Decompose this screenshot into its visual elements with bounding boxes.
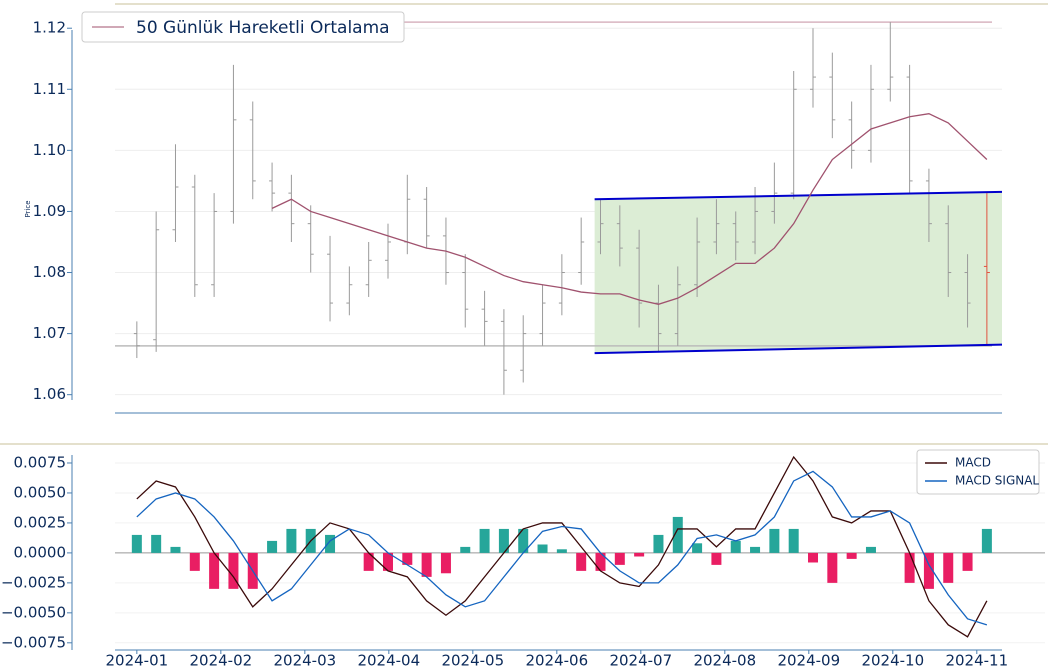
histogram-bar: [228, 552, 239, 589]
x-tick-label: 2024-04: [357, 652, 420, 670]
histogram-bar: [286, 528, 297, 553]
x-tick-label: 2024-05: [441, 652, 504, 670]
y-tick-label: 1.10: [33, 141, 66, 159]
legend-box: [916, 449, 1040, 495]
legend-box: [81, 11, 405, 43]
histogram-bar: [537, 544, 548, 553]
histogram-bar: [711, 552, 722, 565]
histogram-bar: [962, 552, 973, 571]
histogram-bar: [209, 552, 220, 589]
legend-label: MACD: [955, 456, 991, 470]
series-line: [136, 455, 988, 638]
y-tick-label: 0.0075: [14, 453, 67, 471]
histogram-bar: [981, 528, 992, 553]
y-tick-label: −0.0075: [1, 633, 66, 651]
histogram-bar: [653, 534, 664, 553]
histogram-bar: [614, 552, 625, 565]
channel-area: [594, 191, 1002, 354]
histogram-bar: [634, 552, 645, 557]
histogram-bar: [846, 552, 857, 559]
histogram-bar: [151, 534, 162, 553]
histogram-bar: [498, 528, 509, 553]
x-tick-label: 2024-09: [777, 652, 840, 670]
y-tick-label: −0.0050: [1, 603, 66, 621]
histogram-bar: [421, 552, 432, 577]
legend-label: MACD SIGNAL: [955, 474, 1039, 488]
histogram-bar: [808, 552, 819, 563]
histogram-bar: [769, 528, 780, 553]
histogram-bar: [267, 540, 278, 553]
y-tick-label: 1.09: [33, 202, 66, 220]
channel-line: [594, 343, 1003, 355]
y-tick-label: 0.0000: [14, 543, 67, 561]
x-tick-label: 2024-02: [189, 652, 252, 670]
histogram-bar: [189, 552, 200, 571]
y-tick-label: 1.08: [33, 263, 66, 281]
x-tick-label: 2024-03: [273, 652, 336, 670]
y-tick-label: −0.0025: [1, 573, 66, 591]
histogram-bar: [402, 552, 413, 565]
series-line: [136, 470, 988, 626]
y-tick-label: 1.12: [33, 19, 66, 37]
histogram-bar: [692, 543, 703, 553]
histogram-bar: [750, 546, 761, 553]
histogram-bar: [479, 528, 490, 553]
histogram-bar: [325, 534, 336, 553]
histogram-bar: [672, 516, 683, 553]
x-tick-label: 2024-01: [105, 652, 168, 670]
y-axis-label: Price: [24, 200, 32, 217]
histogram-bar: [923, 552, 934, 589]
y-tick-label: 0.0025: [14, 513, 67, 531]
x-tick-label: 2024-08: [693, 652, 756, 670]
histogram-bar: [788, 528, 799, 553]
x-tick-label: 2024-06: [525, 652, 588, 670]
x-tick-label: 2024-07: [609, 652, 672, 670]
histogram-bar: [904, 552, 915, 583]
histogram-bar: [170, 546, 181, 553]
histogram-bar: [595, 552, 606, 571]
histogram-bar: [865, 546, 876, 553]
histogram-bar: [363, 552, 374, 571]
x-tick-label: 2024-11: [945, 652, 1008, 670]
legend-label: 50 Günlük Hareketli Ortalama: [136, 18, 390, 38]
histogram-bar: [131, 534, 142, 553]
y-tick-label: 0.0050: [14, 483, 67, 501]
histogram-bar: [382, 552, 393, 571]
channel-line: [594, 190, 1003, 201]
histogram-bar: [556, 549, 567, 553]
series-line: [271, 113, 988, 305]
x-tick-label: 2024-10: [861, 652, 924, 670]
histogram-bar: [943, 552, 954, 583]
y-tick-label: 1.06: [33, 385, 66, 403]
y-tick-label: 1.07: [33, 324, 66, 342]
y-tick-label: 1.11: [33, 80, 66, 98]
histogram-bar: [460, 546, 471, 553]
histogram-bar: [518, 528, 529, 553]
histogram-bar: [576, 552, 587, 571]
histogram-bar: [440, 552, 451, 574]
histogram-bar: [730, 540, 741, 553]
histogram-bar: [827, 552, 838, 583]
